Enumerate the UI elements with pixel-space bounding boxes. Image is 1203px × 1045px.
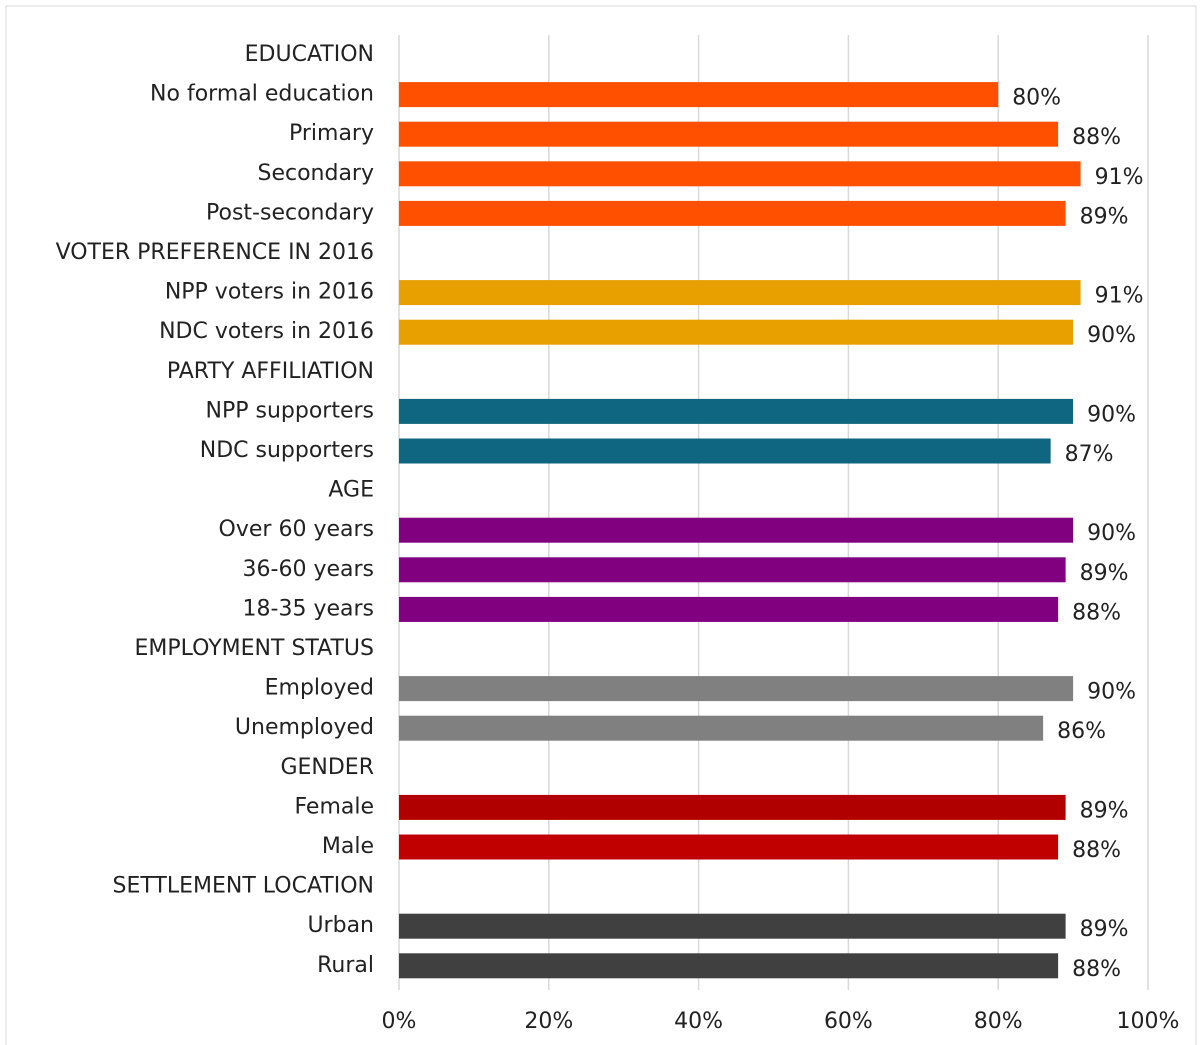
y-tick-label: 36-60 years — [243, 557, 374, 582]
value-label: 90% — [1087, 323, 1136, 348]
chart-border — [5, 5, 1197, 1045]
y-tick-label: Urban — [307, 913, 374, 938]
y-tick-label: NPP supporters — [206, 398, 375, 423]
bar — [399, 953, 1059, 979]
group-label: PARTY AFFILIATION — [167, 359, 374, 384]
bar — [399, 200, 1066, 226]
bar — [399, 913, 1066, 939]
bar — [399, 319, 1074, 345]
y-tick-label: Female — [294, 794, 374, 819]
value-label: 89% — [1080, 917, 1129, 942]
value-label: 88% — [1072, 957, 1121, 982]
bar — [399, 596, 1059, 622]
value-label: 89% — [1080, 561, 1129, 586]
value-label: 87% — [1065, 442, 1114, 467]
x-tick-label: 100% — [1117, 1009, 1180, 1034]
value-label: 91% — [1095, 165, 1144, 190]
y-tick-label: NDC supporters — [200, 438, 374, 463]
x-tick-label: 60% — [824, 1009, 873, 1034]
y-tick-label: Unemployed — [235, 715, 374, 740]
group-label: AGE — [328, 478, 374, 503]
y-tick-label: Rural — [317, 953, 374, 978]
value-label: 86% — [1057, 719, 1106, 744]
x-tick-label: 80% — [974, 1009, 1023, 1034]
bar — [399, 557, 1066, 583]
group-label: EMPLOYMENT STATUS — [135, 636, 375, 661]
y-tick-label: Male — [322, 834, 374, 859]
value-label: 90% — [1087, 402, 1136, 427]
y-tick-label: Over 60 years — [219, 517, 374, 542]
value-label: 80% — [1012, 86, 1061, 111]
value-label: 88% — [1072, 600, 1121, 625]
bar — [399, 280, 1081, 306]
y-tick-label: NPP voters in 2016 — [165, 280, 374, 305]
value-label: 90% — [1087, 680, 1136, 705]
bar — [399, 715, 1044, 741]
y-tick-label: Secondary — [257, 161, 374, 186]
bar — [399, 834, 1059, 860]
bar — [399, 517, 1074, 543]
value-label: 91% — [1095, 284, 1144, 309]
y-tick-label: NDC voters in 2016 — [159, 319, 374, 344]
y-tick-label: Primary — [289, 121, 374, 146]
value-label: 89% — [1080, 798, 1129, 823]
group-label: VOTER PREFERENCE IN 2016 — [56, 240, 374, 265]
x-tick-label: 0% — [382, 1009, 417, 1034]
bar — [399, 398, 1074, 424]
y-tick-label: Post-secondary — [206, 200, 374, 225]
group-label: GENDER — [280, 755, 374, 780]
value-label: 88% — [1072, 125, 1121, 150]
group-label: SETTLEMENT LOCATION — [113, 874, 374, 899]
bar — [399, 161, 1081, 187]
group-label: EDUCATION — [245, 42, 374, 67]
y-tick-label: 18-35 years — [243, 596, 374, 621]
bar — [399, 438, 1051, 464]
bar — [399, 121, 1059, 147]
bar — [399, 676, 1074, 702]
value-label: 89% — [1080, 204, 1129, 229]
y-tick-label: Employed — [265, 676, 374, 701]
value-label: 88% — [1072, 838, 1121, 863]
bar — [399, 82, 999, 108]
bar — [399, 794, 1066, 820]
y-tick-label: No formal education — [150, 82, 374, 107]
value-label: 90% — [1087, 521, 1136, 546]
x-tick-label: 40% — [674, 1009, 723, 1034]
x-tick-label: 20% — [524, 1009, 573, 1034]
